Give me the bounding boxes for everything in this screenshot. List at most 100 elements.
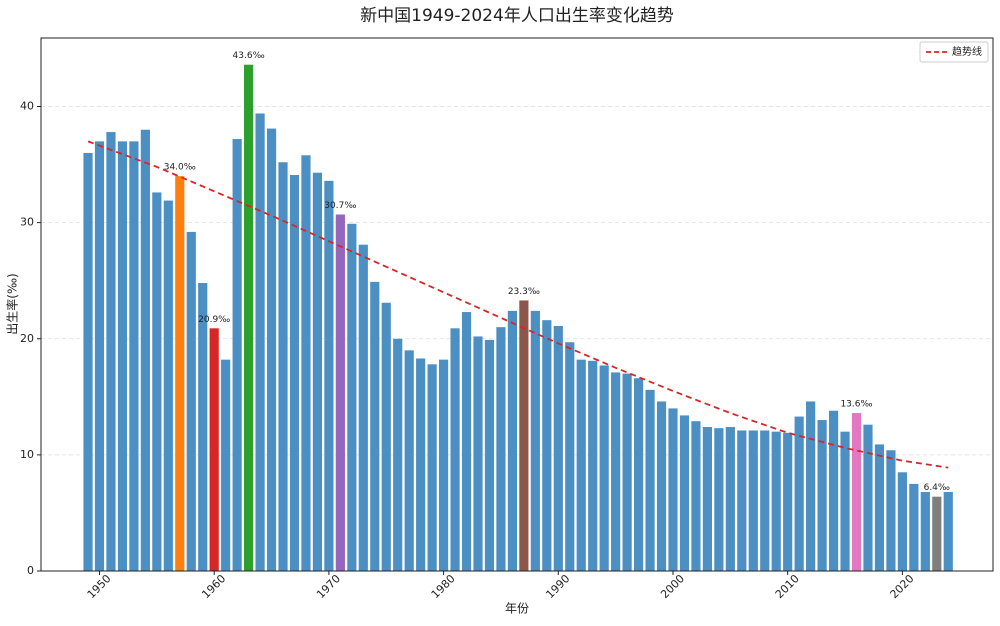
bar — [175, 176, 185, 571]
bar — [221, 359, 231, 571]
bar — [450, 328, 460, 571]
bar — [714, 428, 724, 571]
bar — [851, 413, 862, 571]
bar — [416, 358, 426, 571]
bar — [278, 162, 288, 571]
bar — [507, 310, 517, 571]
axes-frame — [40, 37, 994, 572]
bar — [611, 372, 621, 571]
bar — [679, 415, 690, 571]
bar — [266, 128, 277, 571]
bar — [198, 283, 208, 571]
x-tick-label: 1990 — [543, 572, 572, 601]
data-label: 30.7‰ — [324, 201, 356, 211]
bar — [920, 492, 930, 571]
bar — [943, 492, 953, 571]
data-label: 43.6‰ — [233, 51, 265, 61]
x-tick-label: 2020 — [888, 572, 917, 601]
bar — [140, 129, 150, 571]
x-tick-label: 2000 — [658, 572, 687, 601]
bar — [932, 496, 942, 571]
bar — [461, 312, 472, 571]
bar — [886, 450, 896, 571]
bar — [473, 336, 483, 571]
bar — [806, 401, 816, 571]
bar — [737, 430, 747, 571]
x-tick-label: 2010 — [773, 572, 802, 601]
bar — [565, 342, 575, 571]
bar — [691, 421, 701, 571]
bar — [702, 427, 712, 571]
bar — [335, 214, 345, 572]
bar — [129, 141, 139, 572]
bar — [633, 378, 644, 571]
bar — [324, 180, 334, 571]
bar — [519, 300, 529, 571]
bar — [576, 359, 586, 571]
bar — [347, 223, 357, 571]
bar — [897, 472, 907, 571]
bar — [106, 132, 116, 571]
trend-line — [87, 140, 949, 469]
bar — [599, 365, 609, 571]
bar — [656, 401, 667, 571]
y-axis-label: 出生率(‰) — [5, 273, 20, 334]
bar — [209, 328, 219, 571]
bar — [358, 244, 368, 571]
bar — [370, 281, 380, 571]
bar — [484, 339, 495, 571]
legend-label: 趋势线 — [952, 45, 982, 58]
bar — [817, 420, 827, 571]
y-tick-label: 30 — [20, 216, 34, 229]
bar — [909, 483, 919, 571]
bar — [255, 113, 265, 571]
x-tick-label: 1950 — [85, 572, 114, 601]
x-tick-label: 1980 — [429, 572, 458, 601]
bar — [645, 389, 655, 571]
bar — [783, 432, 793, 571]
bar — [622, 373, 632, 571]
bar — [152, 192, 162, 571]
chart-title: 新中国1949-2024年人口出生率变化趋势 — [360, 6, 674, 26]
bar — [163, 200, 173, 571]
bar — [553, 325, 563, 571]
bar — [244, 64, 254, 571]
bar — [668, 408, 678, 571]
bar — [289, 175, 300, 571]
bar — [496, 327, 506, 571]
bar — [840, 431, 850, 571]
bar — [542, 320, 552, 571]
bar — [381, 302, 391, 571]
bar — [588, 360, 598, 571]
bar — [312, 172, 323, 571]
bar — [760, 430, 770, 571]
bar — [232, 139, 242, 572]
bar — [301, 155, 311, 572]
bar — [404, 350, 414, 571]
bar — [863, 424, 873, 571]
bar — [725, 427, 735, 571]
legend-box — [919, 41, 989, 63]
data-label: 20.9‰ — [198, 315, 230, 325]
data-label: 13.6‰ — [840, 400, 872, 410]
x-tick-label: 1970 — [314, 572, 343, 601]
bar — [186, 231, 196, 571]
data-label: 23.3‰ — [508, 287, 540, 297]
bar — [83, 152, 93, 571]
bar — [828, 410, 839, 571]
bar — [393, 338, 403, 571]
y-tick-label: 10 — [20, 448, 34, 461]
bar — [530, 310, 540, 571]
x-tick-label: 1960 — [199, 572, 228, 601]
bar — [427, 364, 437, 571]
x-axis-label: 年份 — [505, 602, 529, 616]
data-label: 6.4‰ — [924, 483, 950, 493]
bar — [439, 359, 449, 571]
y-tick-label: 20 — [20, 332, 34, 345]
bar — [771, 431, 781, 571]
data-label: 34.0‰ — [164, 163, 196, 173]
y-tick-label: 0 — [27, 564, 34, 577]
bar — [748, 430, 758, 571]
y-tick-label: 40 — [20, 100, 34, 113]
